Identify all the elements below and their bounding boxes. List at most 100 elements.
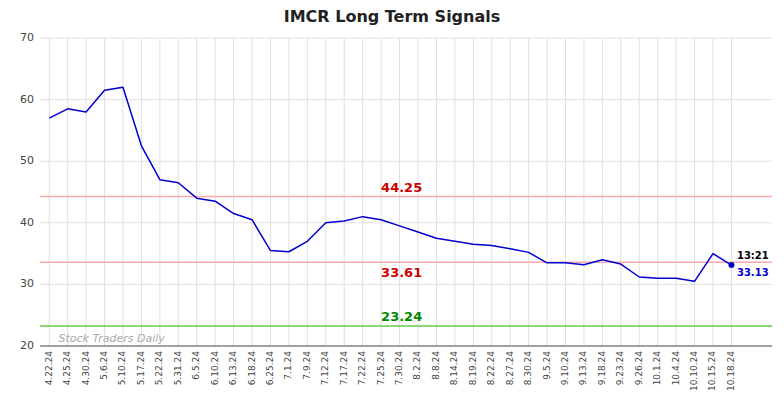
- x-tick-label: 8.27.24: [505, 351, 515, 386]
- x-grid-line: [344, 38, 345, 346]
- x-grid-line: [583, 38, 584, 346]
- x-grid-line: [676, 38, 677, 346]
- x-grid-line: [215, 38, 216, 346]
- x-tick-label: 10.4.24: [671, 351, 681, 386]
- x-tick-label: 5.31.24: [173, 351, 183, 386]
- x-grid-line: [159, 38, 160, 346]
- x-tick-label: 4.22.24: [44, 351, 54, 386]
- x-grid-line: [233, 38, 234, 346]
- x-axis-line: [40, 345, 772, 346]
- x-tick-label: 6.25.24: [265, 351, 275, 386]
- x-grid-line: [528, 38, 529, 346]
- x-tick-label: 9.13.24: [578, 351, 588, 386]
- x-tick-label: 7.1.24: [283, 351, 293, 380]
- annotation: 33.13: [737, 267, 769, 278]
- title: IMCR Long Term Signals: [284, 7, 501, 26]
- annotation: Stock Traders Daily: [58, 332, 165, 345]
- x-tick-label: 9.18.24: [597, 351, 607, 386]
- x-grid-line: [565, 38, 566, 346]
- x-grid-line: [547, 38, 548, 346]
- x-tick-label: 8.8.24: [431, 351, 441, 380]
- x-grid-line: [252, 38, 253, 346]
- x-tick-label: 5.22.24: [154, 351, 164, 386]
- x-tick-label: 8.30.24: [523, 351, 533, 386]
- x-tick-label: 10.10.24: [689, 351, 699, 391]
- x-tick-label: 5.6.24: [99, 351, 109, 380]
- x-tick-label: 9.10.24: [560, 351, 570, 386]
- y-grid-line: [40, 99, 772, 100]
- x-tick-label: 9.5.24: [542, 351, 552, 380]
- x-grid-line: [436, 38, 437, 346]
- x-tick-label: 8.19.24: [468, 351, 478, 386]
- band-line: [40, 196, 772, 198]
- x-grid-line: [657, 38, 658, 346]
- x-grid-line: [178, 38, 179, 346]
- y-tick-label: 20: [20, 339, 34, 352]
- y-grid-line: [40, 284, 772, 285]
- x-grid-line: [288, 38, 289, 346]
- x-grid-line: [454, 38, 455, 346]
- x-tick-label: 6.18.24: [247, 351, 257, 386]
- annotation: 13:21: [737, 250, 769, 261]
- plot-area: [40, 87, 772, 326]
- x-tick-label: 7.9.24: [302, 351, 312, 380]
- x-tick-label: 10.18.24: [726, 351, 736, 391]
- x-tick-label: 10.1.24: [652, 351, 662, 386]
- y-tick-label: 60: [20, 93, 34, 106]
- x-tick-label: 7.12.24: [320, 351, 330, 386]
- end-point: [728, 262, 734, 268]
- x-tick-label: 6.10.24: [210, 351, 220, 386]
- band-line: [40, 325, 772, 327]
- x-grid-line: [86, 38, 87, 346]
- x-tick-label: 5.17.24: [136, 351, 146, 386]
- x-grid-line: [307, 38, 308, 346]
- y-grid-line: [40, 222, 772, 223]
- y-tick-label: 70: [20, 31, 34, 44]
- x-tick-label: 9.26.24: [634, 351, 644, 386]
- x-tick-label: 7.22.24: [357, 351, 367, 386]
- x-tick-label: 5.10.24: [117, 351, 127, 386]
- x-grid-line: [473, 38, 474, 346]
- x-grid-line: [196, 38, 197, 346]
- x-tick-label: 4.30.24: [81, 351, 91, 386]
- x-tick-label: 8.22.24: [486, 351, 496, 386]
- x-tick-label: 10.15.24: [707, 351, 717, 391]
- grid: [40, 38, 772, 346]
- price-line: [49, 87, 731, 281]
- x-grid-line: [325, 38, 326, 346]
- y-tick-label: 50: [20, 154, 34, 167]
- x-grid-line: [620, 38, 621, 346]
- x-grid-line: [694, 38, 695, 346]
- x-grid-line: [639, 38, 640, 346]
- x-tick-label: 7.30.24: [394, 351, 404, 386]
- x-grid-line: [712, 38, 713, 346]
- y-tick-label: 40: [20, 216, 34, 229]
- x-grid-line: [141, 38, 142, 346]
- x-tick-label: 7.25.24: [376, 351, 386, 386]
- x-grid-line: [49, 38, 50, 346]
- x-grid-line: [67, 38, 68, 346]
- x-tick-label: 8.14.24: [449, 351, 459, 386]
- x-tick-label: 9.23.24: [615, 351, 625, 386]
- x-grid-line: [510, 38, 511, 346]
- x-tick-label: 8.2.24: [412, 351, 422, 380]
- x-tick-label: 7.17.24: [339, 351, 349, 386]
- band-line: [40, 261, 772, 263]
- x-grid-line: [270, 38, 271, 346]
- x-grid-line: [731, 38, 732, 346]
- x-tick-label: 4.25.24: [62, 351, 72, 386]
- x-grid-line: [602, 38, 603, 346]
- x-grid-line: [122, 38, 123, 346]
- chart: IMCR Long Term Signals 20 30 40 50 60 70 4.22.2…: [0, 0, 784, 398]
- band-label: 44.25: [381, 180, 422, 195]
- y-grid-line: [40, 346, 772, 347]
- x-grid-line: [362, 38, 363, 346]
- band-label: 33.61: [381, 265, 422, 280]
- y-tick-label: 30: [20, 277, 34, 290]
- y-grid-line: [40, 38, 772, 39]
- band-label: 23.24: [381, 309, 422, 324]
- x-tick-label: 6.13.24: [228, 351, 238, 386]
- x-grid-line: [491, 38, 492, 346]
- x-tick-label: 6.5.24: [191, 351, 201, 380]
- x-grid-line: [104, 38, 105, 346]
